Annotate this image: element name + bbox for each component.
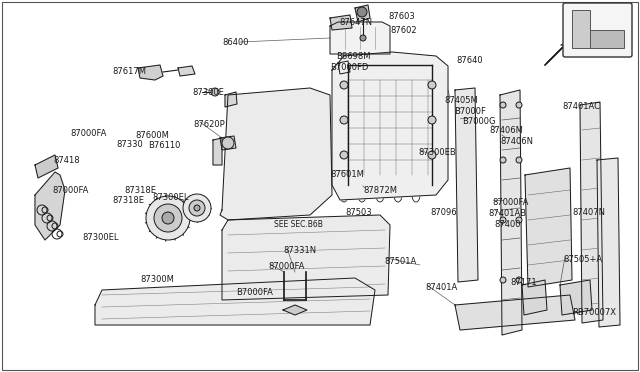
Text: 87407N: 87407N (572, 208, 605, 217)
Text: 87603: 87603 (388, 12, 415, 21)
Text: 87000FA: 87000FA (70, 129, 106, 138)
Circle shape (500, 217, 506, 223)
Polygon shape (500, 90, 522, 335)
Polygon shape (138, 65, 163, 80)
Text: 87000FA: 87000FA (492, 198, 529, 207)
Text: B7000G: B7000G (462, 117, 495, 126)
Text: 87505+A: 87505+A (563, 255, 602, 264)
Bar (590, 30, 624, 48)
Polygon shape (35, 172, 65, 240)
Polygon shape (95, 278, 375, 325)
Polygon shape (560, 280, 592, 315)
Polygon shape (283, 305, 307, 315)
Text: SEE SEC.B6B: SEE SEC.B6B (274, 220, 323, 229)
Circle shape (428, 116, 436, 124)
Text: 87600M: 87600M (135, 131, 169, 140)
Text: 87406M: 87406M (489, 126, 523, 135)
Circle shape (516, 157, 522, 163)
Text: 87872M: 87872M (363, 186, 397, 195)
Polygon shape (455, 88, 478, 282)
Text: 87318E: 87318E (112, 196, 144, 205)
Polygon shape (525, 168, 572, 287)
Text: 87503: 87503 (345, 208, 372, 217)
Circle shape (146, 196, 190, 240)
Circle shape (516, 217, 522, 223)
Circle shape (428, 151, 436, 159)
Text: B76110: B76110 (148, 141, 180, 150)
Text: B7000F: B7000F (454, 107, 486, 116)
Text: 87300EL: 87300EL (152, 193, 189, 202)
Text: 87501A: 87501A (384, 257, 416, 266)
Text: 87318E: 87318E (124, 186, 156, 195)
Text: 87640: 87640 (456, 56, 483, 65)
Text: 87331N: 87331N (283, 246, 316, 255)
Text: 87400: 87400 (494, 220, 520, 229)
Text: 87647N: 87647N (339, 18, 372, 27)
Circle shape (194, 205, 200, 211)
Circle shape (500, 277, 506, 283)
Text: 87300EB: 87300EB (418, 148, 456, 157)
Text: 87601M: 87601M (330, 170, 364, 179)
Text: 87330: 87330 (116, 140, 143, 149)
Circle shape (357, 7, 367, 17)
Circle shape (340, 116, 348, 124)
Circle shape (211, 88, 219, 96)
Text: 87000FA: 87000FA (268, 262, 305, 271)
Text: 87602: 87602 (390, 26, 417, 35)
Text: 87096: 87096 (430, 208, 456, 217)
Text: 86400: 86400 (222, 38, 248, 47)
Text: B8698M: B8698M (336, 52, 371, 61)
Polygon shape (597, 158, 620, 327)
Text: 87620P: 87620P (193, 120, 225, 129)
Text: 87401A: 87401A (425, 283, 457, 292)
Polygon shape (225, 92, 237, 107)
Polygon shape (455, 295, 575, 330)
Text: 87406N: 87406N (500, 137, 533, 146)
Text: RB70007X: RB70007X (572, 308, 616, 317)
Circle shape (340, 81, 348, 89)
Text: B7000FD: B7000FD (330, 63, 369, 72)
Polygon shape (330, 22, 390, 54)
Polygon shape (220, 136, 236, 150)
Polygon shape (580, 102, 603, 323)
Circle shape (500, 157, 506, 163)
Bar (572, 10, 590, 48)
Circle shape (183, 194, 211, 222)
Polygon shape (332, 52, 448, 200)
Circle shape (189, 200, 205, 216)
Circle shape (162, 212, 174, 224)
Text: 87418: 87418 (53, 156, 79, 165)
Polygon shape (330, 15, 352, 30)
Polygon shape (35, 155, 58, 178)
Text: 87171: 87171 (510, 278, 536, 287)
Polygon shape (522, 280, 547, 315)
Text: 87401AC: 87401AC (562, 102, 600, 111)
Text: B7000FA: B7000FA (236, 288, 273, 297)
Text: 87405M: 87405M (444, 96, 477, 105)
Polygon shape (355, 5, 370, 22)
Polygon shape (338, 61, 350, 74)
Text: 87617M: 87617M (112, 67, 146, 76)
Circle shape (500, 102, 506, 108)
Text: 87000FA: 87000FA (52, 186, 88, 195)
Polygon shape (213, 138, 222, 165)
FancyBboxPatch shape (563, 3, 632, 57)
Circle shape (428, 81, 436, 89)
Polygon shape (178, 66, 195, 76)
Circle shape (222, 137, 234, 149)
Text: 87300EL: 87300EL (82, 233, 118, 242)
Polygon shape (220, 88, 332, 220)
Polygon shape (222, 215, 390, 300)
Text: 87300M: 87300M (140, 275, 174, 284)
Circle shape (516, 277, 522, 283)
Text: 87401AB: 87401AB (488, 209, 526, 218)
Circle shape (360, 35, 366, 41)
Circle shape (340, 151, 348, 159)
Circle shape (154, 204, 182, 232)
Circle shape (516, 102, 522, 108)
Text: 87300E: 87300E (192, 88, 224, 97)
